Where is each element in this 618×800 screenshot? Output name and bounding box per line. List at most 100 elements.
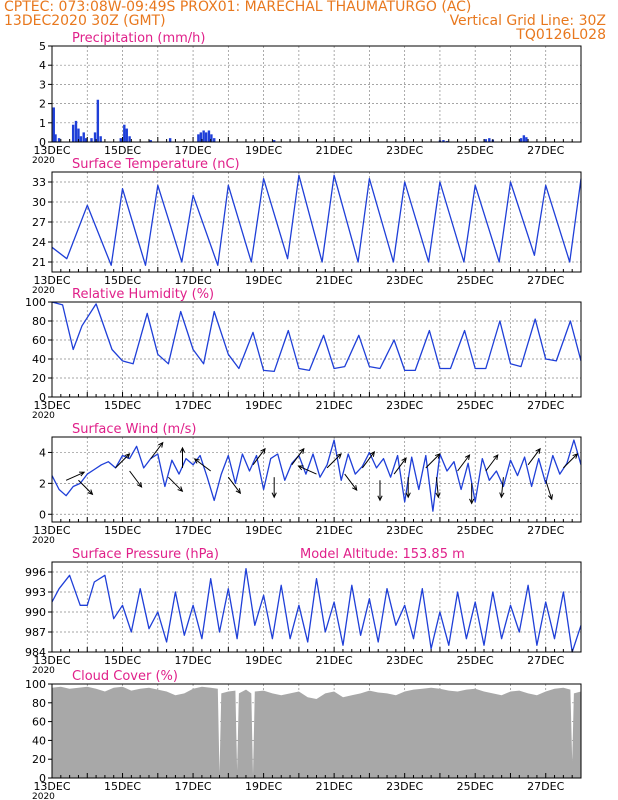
- wind-vector: [435, 477, 439, 498]
- wind-vector: [227, 476, 241, 494]
- x-tick-label: 17DEC: [175, 274, 212, 287]
- x-tick-label: 17DEC: [175, 780, 212, 793]
- x-tick-label: 23DEC: [386, 654, 423, 667]
- precip-bar: [123, 124, 126, 142]
- x-year-label: 2020: [32, 666, 55, 676]
- y-tick-label: 30: [32, 196, 46, 209]
- wind-arrowhead: [179, 446, 186, 453]
- precip-bar: [149, 140, 152, 142]
- wind-vector: [252, 448, 266, 466]
- precip-bar: [207, 130, 211, 142]
- panel-frame: [51, 45, 582, 143]
- precip-bar: [519, 138, 523, 142]
- precip-bar: [79, 136, 83, 142]
- panel-rh: Relative Humidity (%) 0 20 40 60 80 100 13DEC 15…: [25, 287, 582, 421]
- precip-bar: [199, 132, 203, 142]
- x-tick-label: 17DEC: [175, 399, 212, 412]
- x-tick-label: 13DEC: [33, 399, 70, 412]
- wind-vector: [298, 465, 317, 475]
- wind-arrowhead: [469, 498, 475, 505]
- wind-arrowhead: [352, 485, 358, 492]
- wind-arrowhead: [493, 454, 499, 461]
- wind-arrowhead: [299, 447, 305, 454]
- precip-bar: [74, 120, 78, 142]
- wind-vector: [344, 473, 358, 491]
- y-tick-label: 40: [32, 734, 46, 747]
- x-tick-label: 25DEC: [457, 654, 494, 667]
- header-grid-line-note: Vertical Grid Line: 30Z: [449, 13, 606, 29]
- y-tick-label: 20: [32, 372, 46, 385]
- wind-vector: [393, 457, 407, 475]
- y-tick-label: 4: [39, 446, 46, 459]
- panel-frame: [51, 436, 582, 523]
- precip-bar: [82, 132, 85, 142]
- y-tick-label: 990: [25, 606, 46, 619]
- wind-arrowhead: [193, 458, 200, 464]
- wind-vector: [545, 480, 553, 500]
- wind-arrowhead: [136, 481, 143, 488]
- x-tick-label: 27DEC: [527, 524, 564, 537]
- x-tick-label: 13DEC: [33, 274, 70, 287]
- x-tick-label: 13DEC: [33, 524, 70, 537]
- y-tick-label: 21: [32, 256, 46, 269]
- x-tick-label: 19DEC: [245, 144, 282, 157]
- wind-vector: [291, 448, 305, 466]
- x-tick-label: 23DEC: [386, 780, 423, 793]
- y-tick-label: 3: [39, 78, 46, 91]
- series-line: [51, 301, 582, 373]
- precip-bar: [93, 132, 97, 142]
- y-tick-label: 80: [32, 697, 46, 710]
- y-tick-label: 984: [25, 646, 46, 659]
- x-year-label: 2020: [32, 411, 55, 421]
- wind-vector: [194, 458, 211, 472]
- x-tick-label: 15DEC: [104, 274, 141, 287]
- wind-arrowhead: [260, 447, 266, 454]
- wind-arrowhead: [336, 453, 342, 459]
- precip-bar: [77, 128, 80, 142]
- x-tick-label: 23DEC: [386, 144, 423, 157]
- y-tick-label: 20: [32, 753, 46, 766]
- precip-bar: [522, 135, 526, 142]
- wind-arrowhead: [572, 453, 579, 459]
- precip-bar: [442, 140, 445, 142]
- wind-vector: [563, 453, 578, 469]
- wind-arrowhead: [87, 489, 94, 496]
- wind-vector: [78, 479, 93, 495]
- panel-title: Cloud Cover (%): [72, 669, 178, 684]
- series-line: [51, 568, 582, 653]
- x-tick-label: 23DEC: [386, 274, 423, 287]
- wind-arrowhead: [235, 488, 242, 495]
- precip-bar: [204, 132, 208, 142]
- y-tick-label: 100: [25, 678, 46, 691]
- x-tick-label: 21DEC: [316, 274, 353, 287]
- precip-bar: [99, 136, 102, 142]
- precip-bar: [525, 137, 528, 142]
- y-tick-label: 60: [32, 334, 46, 347]
- wind-vector: [326, 453, 342, 469]
- wind-vector: [457, 454, 470, 472]
- precip-bar: [202, 130, 205, 142]
- precip-bar: [71, 124, 75, 142]
- x-tick-label: 25DEC: [457, 399, 494, 412]
- x-tick-label: 25DEC: [457, 144, 494, 157]
- wind-arrowhead: [158, 441, 164, 448]
- x-tick-label: 23DEC: [386, 399, 423, 412]
- precip-bar: [119, 138, 122, 142]
- x-year-label: 2020: [32, 156, 55, 166]
- precip-bar: [52, 107, 55, 142]
- panel-title: Surface Temperature (nC): [72, 157, 240, 172]
- x-tick-label: 23DEC: [386, 524, 423, 537]
- x-year-label: 2020: [32, 286, 55, 296]
- panel-precip: Precipitation (mm/h) 0 1 2 3 4 5 13DEC 15DEC 17DE…: [32, 31, 582, 166]
- panel-pres: Surface Pressure (hPa) Model Altitude: 15…: [25, 547, 582, 676]
- x-tick-label: 13DEC: [33, 144, 70, 157]
- y-tick-label: 996: [25, 566, 46, 579]
- series-line: [51, 439, 582, 512]
- y-tick-label: 993: [25, 586, 46, 599]
- wind-arrowhead: [377, 495, 383, 502]
- y-tick-label: 80: [32, 315, 46, 328]
- precip-bar: [57, 138, 61, 142]
- wind-arrowhead: [177, 486, 184, 492]
- wind-arrowhead: [124, 453, 131, 459]
- x-tick-label: 25DEC: [457, 274, 494, 287]
